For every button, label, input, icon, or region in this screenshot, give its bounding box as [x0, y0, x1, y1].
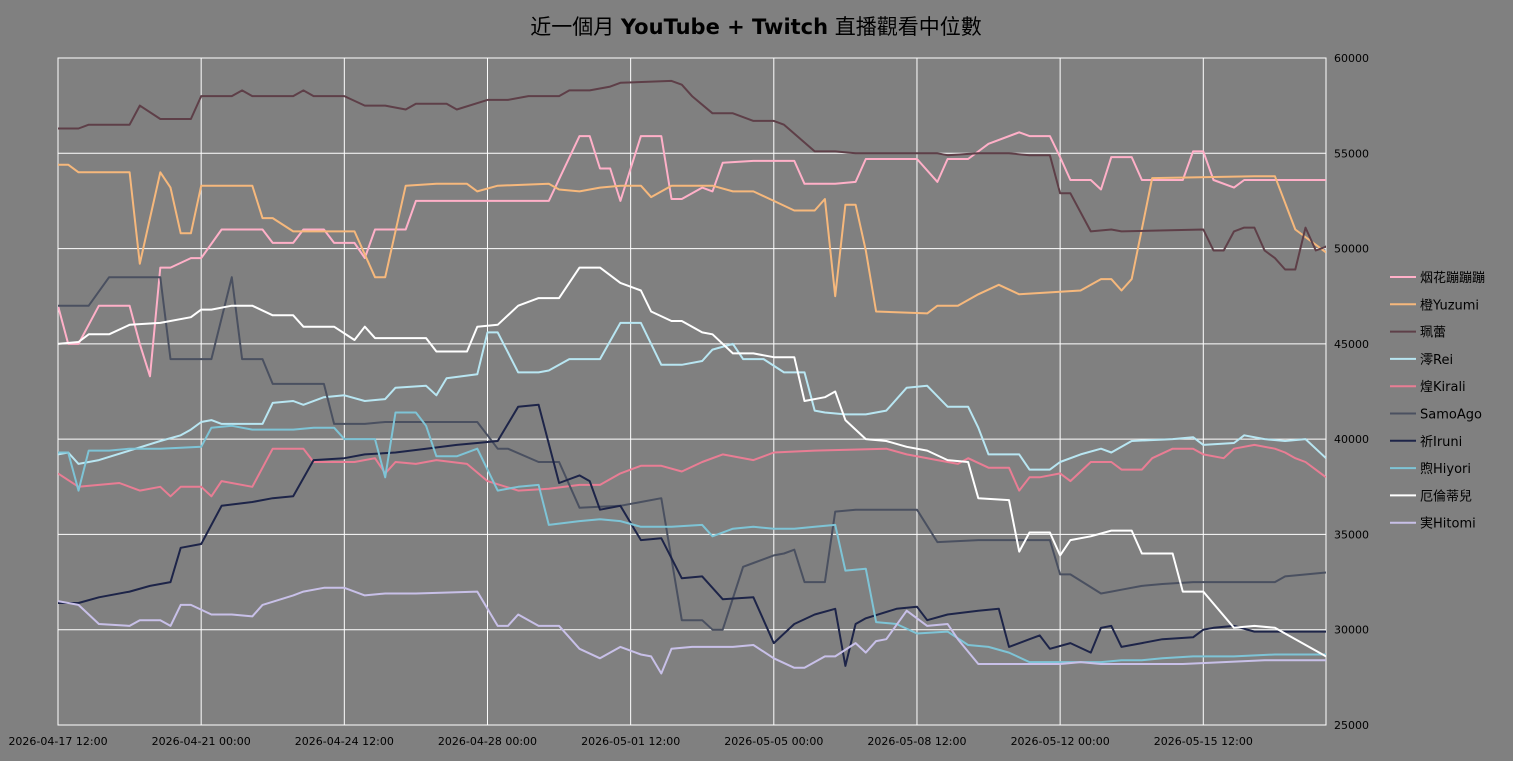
legend-item: 烟花蹦蹦蹦 [1390, 270, 1485, 286]
y-tick-label: 25000 [1334, 719, 1369, 732]
x-tick-label: 2026-04-28 00:00 [438, 735, 537, 748]
plot-area: 25000 30000 35000 40000 45000 50000 55000 60000… [8, 52, 1369, 748]
series-line [58, 586, 1326, 675]
series-line [58, 266, 1326, 658]
legend-item: 煦Hiyori [1390, 462, 1471, 477]
legend-item: SamoAgo [1390, 408, 1482, 423]
chart-title-prefix: 近一個月 [530, 15, 621, 39]
series-line [58, 163, 1326, 315]
series-line [58, 79, 1326, 271]
y-tick-label: 60000 [1334, 52, 1369, 65]
y-tick-label: 50000 [1334, 243, 1369, 256]
y-tick-label: 35000 [1334, 528, 1369, 541]
legend-item: 珮蕾 [1390, 326, 1446, 341]
legend-label: 橙Yuzumi [1420, 298, 1479, 313]
chart-title-suffix: 直播觀看中位數 [828, 15, 982, 39]
series-line [58, 403, 1326, 667]
legend-label: 珮蕾 [1420, 326, 1446, 341]
x-tick-label: 2026-04-24 12:00 [295, 735, 394, 748]
y-tick-label: 30000 [1334, 624, 1369, 637]
series-line [58, 443, 1326, 498]
x-tick-label: 2026-04-21 00:00 [152, 735, 251, 748]
x-tick-label: 2026-05-01 12:00 [581, 735, 680, 748]
legend-label: 厄倫蒂兒 [1420, 489, 1472, 504]
legend-item: 祈Iruni [1390, 435, 1462, 450]
chart-title-bold: YouTube + Twitch [620, 15, 828, 39]
legend-label: 烟花蹦蹦蹦 [1420, 270, 1485, 286]
legend-label: 澪Rei [1420, 353, 1453, 368]
legend-label: SamoAgo [1420, 408, 1482, 423]
legend-label: 煦Hiyori [1420, 462, 1471, 477]
legend-item: 厄倫蒂兒 [1390, 489, 1472, 504]
y-tick-label: 55000 [1334, 147, 1369, 160]
series-line [58, 276, 1326, 631]
legend-item: 実Hitomi [1390, 516, 1476, 532]
plot-frame [57, 57, 1327, 726]
series-line [58, 131, 1326, 378]
legend-item: 澪Rei [1390, 353, 1453, 368]
x-tick-label: 2026-05-05 00:00 [724, 735, 823, 748]
x-tick-label: 2026-05-15 12:00 [1154, 735, 1253, 748]
series-line [58, 321, 1326, 471]
y-tick-label: 40000 [1334, 433, 1369, 446]
x-tick-label: 2026-04-17 12:00 [8, 735, 107, 748]
legend-label: 祈Iruni [1420, 435, 1462, 450]
legend-item: 煌Kirali [1390, 380, 1466, 395]
chart-title: 近一個月 YouTube + Twitch 直播觀看中位數 [530, 15, 982, 39]
legend-label: 煌Kirali [1420, 380, 1466, 395]
legend-item: 橙Yuzumi [1390, 298, 1479, 313]
x-tick-label: 2026-05-08 12:00 [867, 735, 966, 748]
x-tick-label: 2026-05-12 00:00 [1011, 735, 1110, 748]
y-tick-label: 45000 [1334, 338, 1369, 351]
legend-label: 実Hitomi [1420, 516, 1476, 532]
series-lines [58, 79, 1326, 675]
series-line [58, 411, 1326, 664]
